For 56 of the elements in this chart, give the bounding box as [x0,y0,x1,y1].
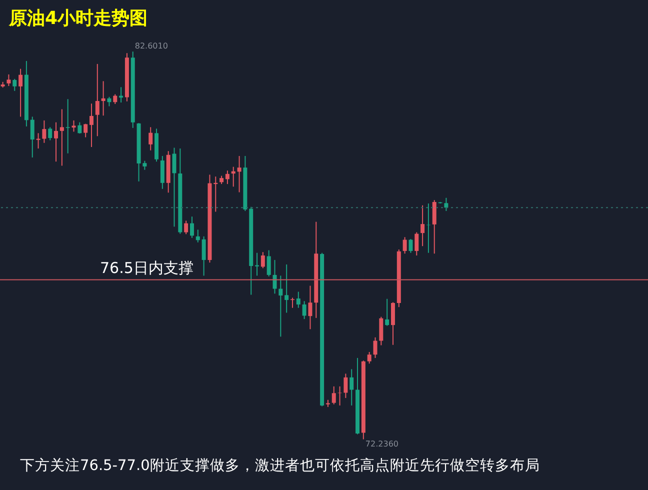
candlestick [48,126,52,141]
annotation: 下方关注76.5-77.0附近支撑做多，激进者也可依托高点附近先行做空转多布局 [20,457,540,474]
candlestick [367,351,372,364]
candlestick [290,297,294,308]
candlestick [414,232,419,256]
candlestick [6,74,11,87]
candlestick [284,264,289,314]
candlestick [54,122,58,162]
candlestick [84,123,88,138]
candlestick [172,147,176,228]
candlestick [390,302,395,346]
candlestick [89,103,94,148]
candlestick [350,368,354,406]
candlestick [225,170,230,185]
candlestick [332,386,336,405]
candlestick [278,275,283,338]
annotation: 82.6010 [134,42,168,51]
candlestick [402,236,407,254]
candlestick [420,204,425,247]
candlestick [408,238,413,254]
candlestick [42,120,46,144]
candlestick [60,108,64,166]
candlestick [95,63,100,137]
candlestick [196,229,200,243]
candlestick [184,220,188,235]
candlestick [190,216,194,238]
candlestick [18,68,23,118]
candlestick [379,316,384,346]
candlestick [444,197,448,212]
candlestick [385,298,390,326]
candlestick [373,336,378,358]
candlestick [338,386,342,406]
candlestick [302,300,306,320]
candlestick [148,126,153,151]
candlestick [202,236,206,276]
candlestick [272,259,277,294]
candlestick [107,96,112,107]
candlestick [113,94,118,104]
text: 原油4小时走势图 [8,8,148,29]
candlestick [255,252,260,276]
candlestick [66,98,70,154]
ref-line-label: 76.5日内支撑 [100,258,194,277]
candlestick [160,155,164,190]
candlestick [237,155,242,193]
candlestick [266,250,271,277]
candlestick [12,78,17,92]
candlestick [101,80,106,116]
candlestick [260,252,265,269]
candlestick [72,120,76,132]
candlestick [78,122,82,134]
candlestick [308,285,312,330]
candlestick [30,116,34,158]
candlestick [296,291,300,308]
annotation: 72.2360 [365,439,399,448]
candlestick [344,373,348,398]
candlestick [432,200,436,254]
